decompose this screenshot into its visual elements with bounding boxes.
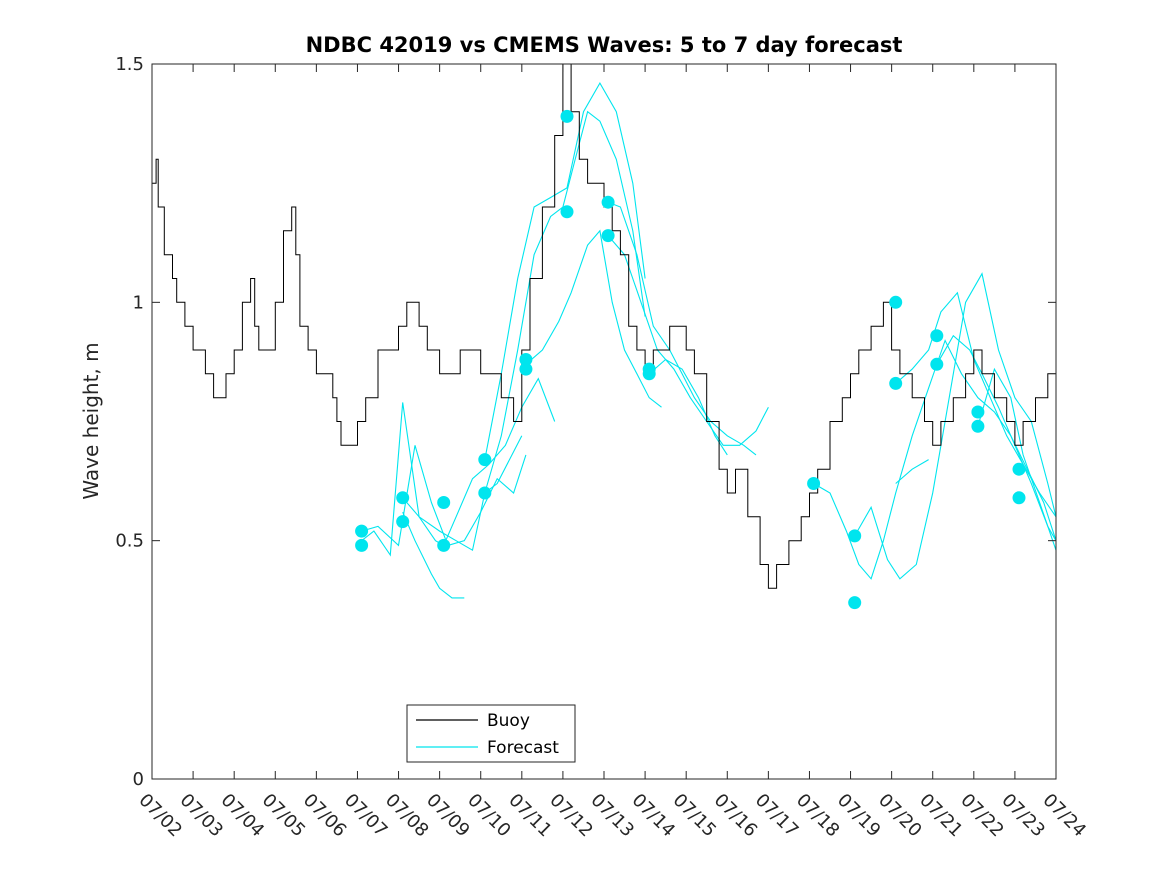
y-tick-label-0: 0 xyxy=(133,769,144,790)
forecast-point-3 xyxy=(396,515,410,529)
forecast-point-19 xyxy=(889,295,903,309)
forecast-line-8 xyxy=(607,235,769,446)
y-tick-label-2: 1 xyxy=(133,292,144,313)
forecast-point-18 xyxy=(848,596,862,610)
x-tick-label-15: 07/17 xyxy=(751,790,803,842)
forecast-point-17 xyxy=(848,529,862,543)
forecast-line-13 xyxy=(936,334,1056,541)
x-tick-label-11: 07/13 xyxy=(586,790,638,842)
forecast-point-4 xyxy=(437,496,451,509)
forecast-point-2 xyxy=(396,491,410,505)
forecast-point-16 xyxy=(807,477,821,490)
forecast-point-23 xyxy=(971,405,985,419)
x-tick-label-5: 07/07 xyxy=(340,790,392,842)
chart-title: NDBC 42019 vs CMEMS Waves: 5 to 7 day fo… xyxy=(306,33,903,57)
x-tick-label-14: 07/16 xyxy=(710,790,762,842)
x-tick-label-2: 07/04 xyxy=(217,790,269,842)
forecast-point-5 xyxy=(437,538,451,552)
forecast-line-11 xyxy=(854,272,1056,580)
x-tick-label-19: 07/21 xyxy=(915,790,967,842)
forecast-line-5 xyxy=(484,110,646,494)
forecast-point-21 xyxy=(930,329,944,343)
forecast-line-15 xyxy=(895,459,929,484)
x-tick-label-18: 07/20 xyxy=(874,790,926,842)
forecast-point-20 xyxy=(889,376,903,390)
legend: Buoy Forecast xyxy=(406,704,576,763)
plot-background xyxy=(152,64,1056,779)
forecast-point-22 xyxy=(930,357,944,371)
forecast-point-24 xyxy=(971,419,985,433)
x-tick-label-6: 07/08 xyxy=(381,790,433,842)
legend-box xyxy=(406,704,576,763)
forecast-line-6 xyxy=(525,229,662,408)
forecast-point-8 xyxy=(519,353,533,366)
x-tick-label-4: 07/06 xyxy=(299,790,351,842)
forecast-point-11 xyxy=(560,205,574,219)
x-tick-label-21: 07/23 xyxy=(997,790,1049,842)
forecast-line-3 xyxy=(402,511,465,599)
forecast-line-9 xyxy=(648,358,728,456)
forecast-point-7 xyxy=(478,486,492,500)
legend-buoy-label: Buoy xyxy=(487,711,530,731)
x-tick-label-8: 07/10 xyxy=(463,790,515,842)
forecast-point-25 xyxy=(1012,462,1026,476)
x-tick-label-9: 07/11 xyxy=(504,790,556,842)
forecast-line-4 xyxy=(484,81,646,460)
x-tick-label-3: 07/05 xyxy=(258,790,310,842)
forecast-line-10 xyxy=(813,339,1056,580)
x-tick-label-20: 07/22 xyxy=(956,790,1008,842)
forecast-point-10 xyxy=(560,109,574,123)
y-axis-label: Wave height, m xyxy=(79,342,103,499)
legend-forecast-label: Forecast xyxy=(487,738,559,758)
forecast-line-7 xyxy=(607,201,757,456)
x-tick-label-0: 07/02 xyxy=(134,790,186,842)
x-tick-label-17: 07/19 xyxy=(833,790,885,842)
forecast-point-9 xyxy=(519,362,533,376)
buoy-line xyxy=(152,64,1056,589)
x-tick-label-1: 07/03 xyxy=(176,790,228,842)
forecast-point-1 xyxy=(355,538,369,552)
forecast-point-13 xyxy=(601,229,615,243)
forecast-line-14 xyxy=(977,367,1056,551)
y-tick-label-3: 1.5 xyxy=(115,54,144,75)
x-tick-label-10: 07/12 xyxy=(545,790,597,842)
forecast-line-2 xyxy=(402,377,556,547)
x-tick-label-13: 07/15 xyxy=(669,790,721,842)
forecast-point-6 xyxy=(478,453,492,467)
forecast-point-12 xyxy=(601,195,615,209)
x-tick-label-22: 07/24 xyxy=(1038,790,1090,842)
y-tick-label-1: 0.5 xyxy=(115,531,144,552)
x-tick-label-12: 07/14 xyxy=(628,790,680,842)
plot-area: 00.511.507/0207/0307/0407/0507/0607/0707… xyxy=(115,54,1090,841)
forecast-point-26 xyxy=(1012,491,1026,505)
x-tick-label-7: 07/09 xyxy=(422,790,474,842)
x-tick-label-16: 07/18 xyxy=(792,790,844,842)
forecast-point-0 xyxy=(355,524,369,538)
forecast-point-15 xyxy=(642,367,656,381)
